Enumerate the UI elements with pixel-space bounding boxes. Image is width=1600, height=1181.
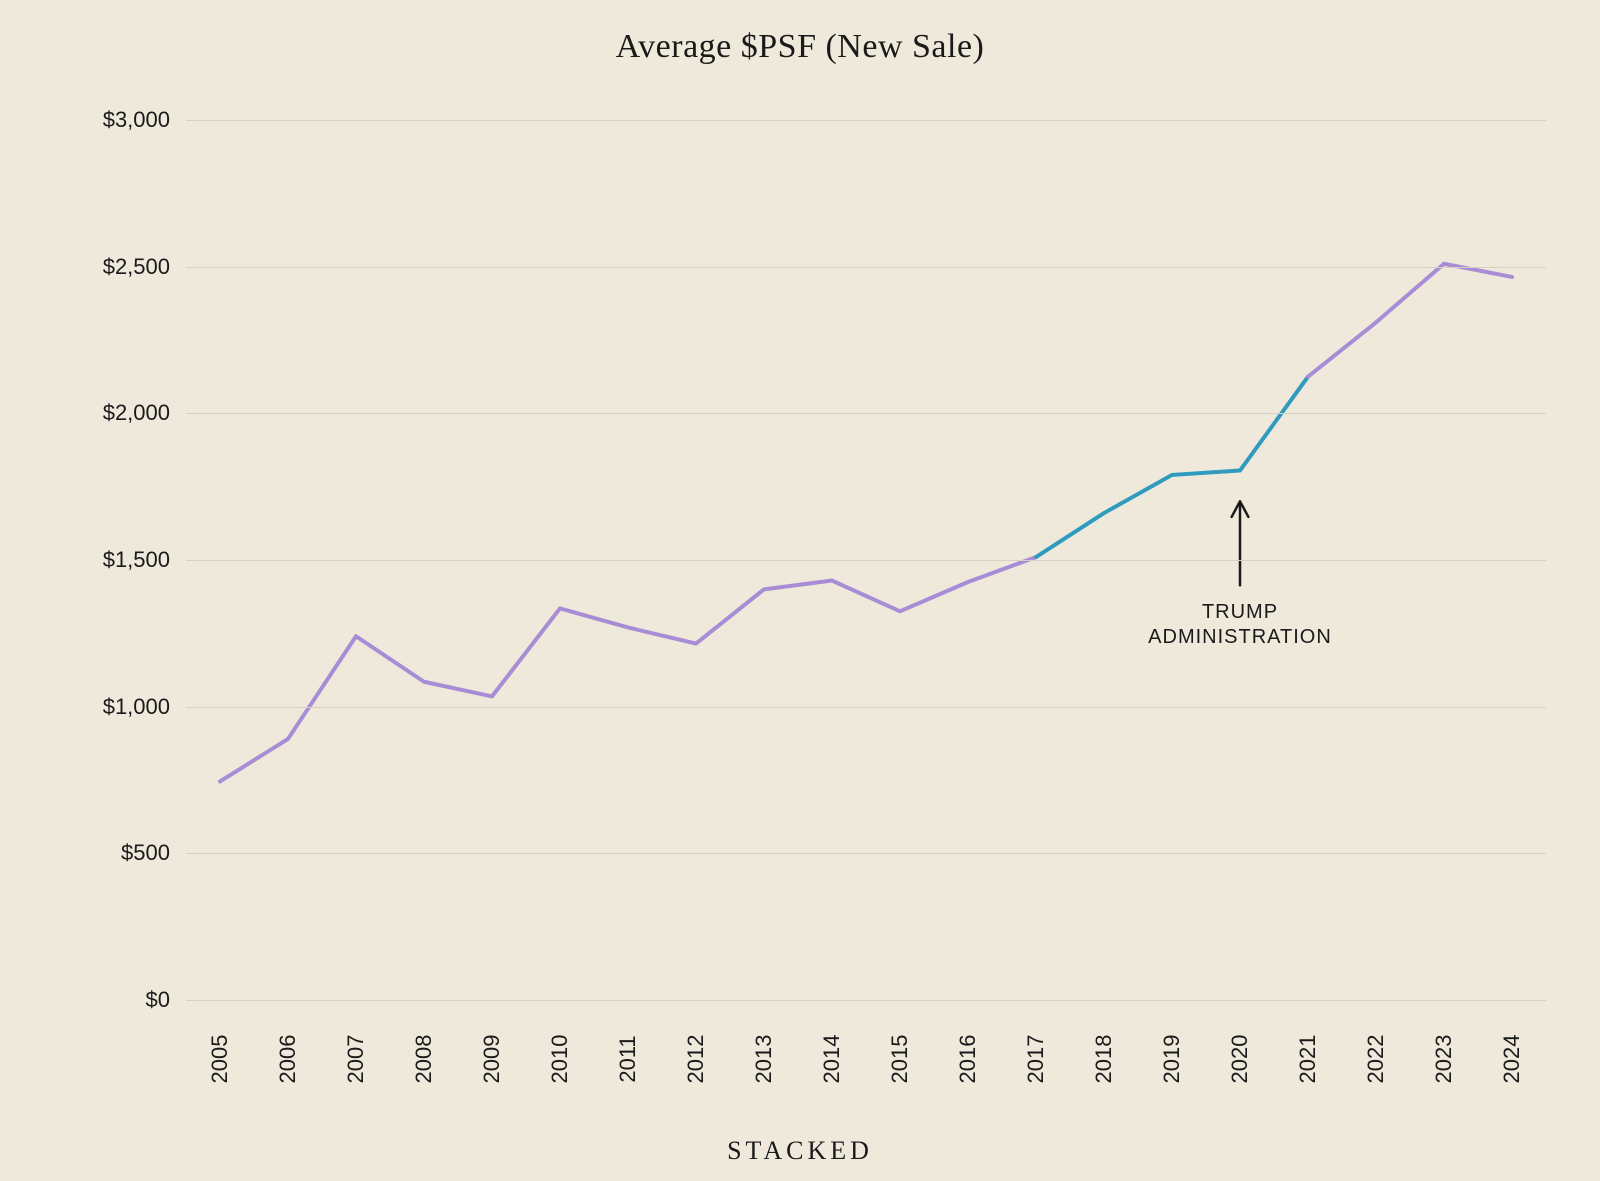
gridline: [186, 120, 1546, 121]
y-axis-label: $3,000: [103, 107, 170, 133]
x-axis-label: 2023: [1431, 1035, 1457, 1084]
gridline: [186, 707, 1546, 708]
y-axis-label: $500: [121, 840, 170, 866]
x-axis-label: 2014: [819, 1035, 845, 1084]
x-axis-label: 2021: [1295, 1035, 1321, 1084]
x-axis-label: 2005: [207, 1035, 233, 1084]
x-axis-label: 2018: [1091, 1035, 1117, 1084]
y-axis-label: $1,500: [103, 547, 170, 573]
x-axis-label: 2013: [751, 1035, 777, 1084]
y-axis-label: $0: [146, 987, 170, 1013]
chart-footer: STACKED: [0, 1136, 1600, 1166]
x-axis-label: 2007: [343, 1035, 369, 1084]
x-axis-label: 2017: [1023, 1035, 1049, 1084]
x-axis-label: 2019: [1159, 1035, 1185, 1084]
x-axis-label: 2010: [547, 1035, 573, 1084]
x-axis-label: 2011: [615, 1035, 641, 1082]
x-axis-label: 2016: [955, 1035, 981, 1084]
chart-container: Average $PSF (New Sale) TRUMP ADMINISTRA…: [0, 0, 1600, 1181]
x-axis-label: 2024: [1499, 1035, 1525, 1084]
chart-title: Average $PSF (New Sale): [0, 28, 1600, 66]
annotation-label: TRUMP ADMINISTRATION: [1148, 600, 1332, 650]
line-segment: [220, 557, 1036, 781]
line-segment: [1036, 377, 1308, 557]
x-axis-label: 2008: [411, 1035, 437, 1084]
x-axis-label: 2012: [683, 1035, 709, 1084]
x-axis-label: 2015: [887, 1035, 913, 1084]
plot-area: TRUMP ADMINISTRATION $0$500$1,000$1,500$…: [186, 120, 1546, 1000]
y-axis-label: $2,000: [103, 400, 170, 426]
x-axis-label: 2020: [1227, 1035, 1253, 1084]
x-axis-label: 2006: [275, 1035, 301, 1084]
x-axis-label: 2022: [1363, 1035, 1389, 1084]
y-axis-label: $1,000: [103, 694, 170, 720]
gridline: [186, 267, 1546, 268]
gridline: [186, 413, 1546, 414]
y-axis-label: $2,500: [103, 254, 170, 280]
line-segment: [1308, 264, 1512, 377]
gridline: [186, 853, 1546, 854]
x-axis-label: 2009: [479, 1035, 505, 1084]
gridline: [186, 560, 1546, 561]
gridline: [186, 1000, 1546, 1001]
